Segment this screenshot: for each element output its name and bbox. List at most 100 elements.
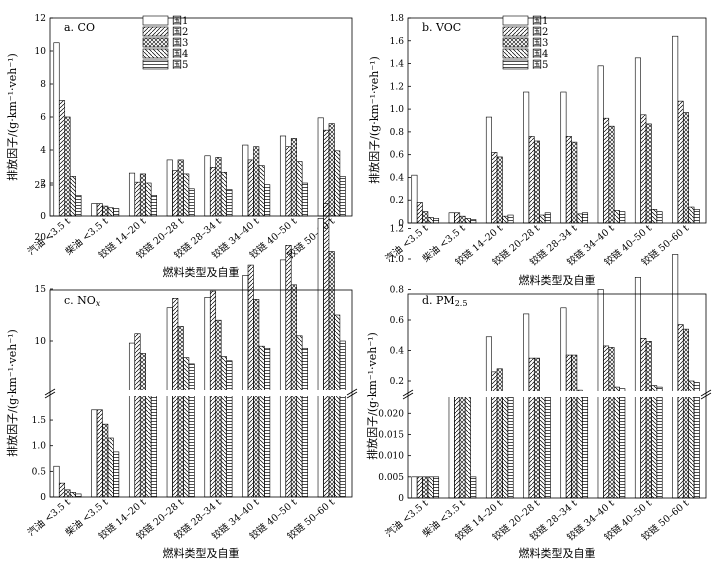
voc-bar-gb2-2 <box>491 152 498 224</box>
co-x-axis-label: 燃料类型及自重 <box>163 265 240 279</box>
voc-bar-gb2-3 <box>528 136 535 224</box>
voc-bar-gb1-3 <box>523 91 530 224</box>
nox-bar-gb3-5 <box>253 299 260 498</box>
pm-bar-gb3-6 <box>645 341 652 499</box>
voc-ytick-label: 0 <box>398 219 404 229</box>
pm-bar-gb2-5 <box>603 345 610 499</box>
nox-bar-gb5-6 <box>301 347 308 498</box>
voc-frame <box>407 17 707 224</box>
co-bar-gb1-3 <box>166 159 173 217</box>
pm-bar-gb3-0 <box>422 476 429 499</box>
nox-bar-gb5-7 <box>339 340 346 498</box>
voc-ytick-label: 0.2 <box>390 196 404 206</box>
pm-ytick-label: 0.010 <box>378 452 404 462</box>
co-bar-gb3-6 <box>290 138 297 217</box>
co-bar-gb1-2 <box>128 172 136 217</box>
co-y-axis: 0 2 4 6 8 10 12 <box>35 14 53 222</box>
nox-ytick-label: 0.5 <box>32 467 47 477</box>
panel-voc: b. VOC 0 0.2 0.4 0.6 0.8 1.0 1.2 1.4 1.6 1.8 汽油 <… <box>367 14 707 287</box>
co-bar-gb4-1 <box>107 207 114 217</box>
voc-bar-gb2-5 <box>603 117 610 224</box>
nox-x-axis: 汽油 <3.5 t柴油 <3.5 t铰链 14–20 t铰链 20–28 t铰链… <box>25 496 337 542</box>
nox-bar-gb5-4 <box>226 360 233 498</box>
legend-label-gb1: 国1 <box>532 15 548 27</box>
nox-bar-gb3-0 <box>64 489 71 498</box>
co-bar-gb4-2 <box>145 182 152 217</box>
nox-bar-gb5-1 <box>113 451 120 498</box>
voc-bar-gb1-5 <box>597 65 604 224</box>
legend-label-gb5: 国5 <box>532 59 548 71</box>
pm-bar-gb5-4 <box>582 393 589 499</box>
voc-bar-gb4-6 <box>651 209 658 224</box>
voc-bar-gb1-2 <box>485 116 492 224</box>
co-bar-gb4-4 <box>220 171 227 217</box>
voc-y-axis-label: 排放因子/(g·km⁻¹·veh⁻¹) <box>367 56 381 184</box>
pm-ytick-label: 0.6 <box>390 316 405 326</box>
nox-bar-gb3-4 <box>215 319 222 498</box>
voc-ytick-label: 0.4 <box>390 173 405 183</box>
pm-bar-gb2-0 <box>416 476 423 499</box>
nox-bar-gb4-5 <box>258 345 265 498</box>
voc-bar-gb1-6 <box>634 57 641 224</box>
pm-bar-gb5-3 <box>544 393 551 499</box>
voc-bar-gb1-1 <box>448 212 455 224</box>
legend-label-gb2: 国2 <box>172 26 188 38</box>
co-bar-gb2-2 <box>134 181 141 217</box>
nox-ytick-label: 20 <box>35 233 47 243</box>
voc-bar-gb5-0 <box>433 218 440 224</box>
voc-bar-gb1-4 <box>560 91 567 224</box>
pm-bar-gb3-4 <box>571 354 578 499</box>
voc-bar-gb3-4 <box>571 141 578 224</box>
voc-ytick-label: 1.6 <box>390 37 405 47</box>
nox-plot-area <box>44 203 358 498</box>
voc-bar-gb2-0 <box>416 202 423 224</box>
voc-ytick-label: 1.4 <box>390 60 405 70</box>
voc-bar-gb4-2 <box>502 215 509 224</box>
co-bar-gb1-1 <box>91 203 98 217</box>
pm-bar-gb4-3 <box>539 393 546 499</box>
pm-bar-gb2-2 <box>491 371 498 499</box>
pm-bar-gb1-1 <box>448 393 455 499</box>
pm-ytick-label: 0.8 <box>390 286 405 296</box>
nox-bar-gb3-3 <box>177 326 184 498</box>
nox-frame <box>49 289 353 498</box>
voc-bar-gb4-4 <box>576 213 583 224</box>
co-bar-gb2-1 <box>96 203 103 217</box>
pm-bar-gb4-1 <box>464 393 471 499</box>
pm-bar-gb4-6 <box>651 385 658 499</box>
co-bar-gb4-3 <box>183 173 190 217</box>
pm-ytick-label: 1.0 <box>390 255 405 265</box>
nox-ytick-label: 10 <box>35 337 47 347</box>
nox-bar-gb5-0 <box>75 493 82 498</box>
nox-axis-break <box>44 388 358 399</box>
co-bar-gb5-4 <box>226 189 233 217</box>
nox-bar-gb1-6 <box>279 259 287 498</box>
pm-bar-gb1-4 <box>560 307 567 499</box>
nox-ytick-label: 15 <box>35 285 47 295</box>
nox-bar-gb1-7 <box>317 217 324 498</box>
pm-bar-gb4-5 <box>613 386 620 499</box>
co-bar-gb5-3 <box>188 188 195 217</box>
co-bar-gb3-4 <box>215 157 222 217</box>
voc-x-axis-label: 燃料类型及自重 <box>519 273 596 287</box>
nox-bar-gb1-5 <box>242 275 249 498</box>
legend-swatch-gb3 <box>142 37 169 48</box>
nox-ytick-label: 25 <box>35 181 47 191</box>
voc-ytick-label: 0.6 <box>390 151 405 161</box>
voc-bar-gb4-1 <box>464 218 471 224</box>
pm-bar-gb5-5 <box>619 388 626 499</box>
voc-bar-gb3-6 <box>645 123 652 224</box>
nox-bar-gb2-0 <box>58 482 66 498</box>
legend-swatch-gb4 <box>142 48 169 59</box>
pm-bar-gb5-6 <box>656 386 663 499</box>
nox-bar-gb2-6 <box>285 245 292 498</box>
pm-bar-gb1-2 <box>485 336 492 499</box>
nox-bar-gb3-2 <box>139 353 146 498</box>
voc-bar-gb5-4 <box>582 212 589 224</box>
voc-plot-area <box>411 35 700 224</box>
voc-bar-gb4-0 <box>427 217 434 224</box>
co-bar-gb4-6 <box>296 161 303 217</box>
pm-bar-gb2-3 <box>528 357 535 499</box>
voc-bar-gb3-0 <box>422 211 429 224</box>
